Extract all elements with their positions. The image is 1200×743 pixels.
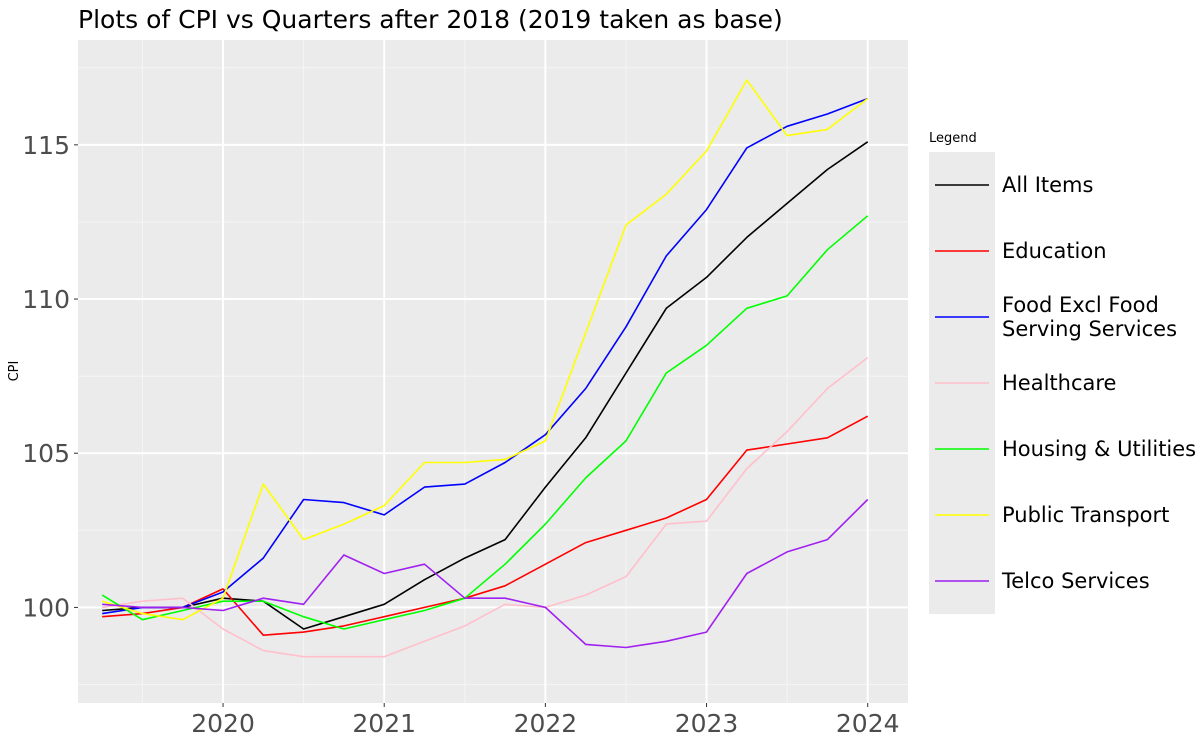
y-axis-ticks: 100 105 110 115 [22, 131, 78, 622]
legend-label: Education [1002, 239, 1107, 263]
y-axis-label: CPI [7, 361, 22, 382]
x-tick-label: 2020 [191, 709, 255, 738]
y-tick-label: 115 [22, 131, 70, 160]
series-line-3 [102, 356, 869, 658]
minor-gridlines [78, 40, 908, 703]
legend-label: All Items [1002, 173, 1093, 197]
legend-label: Public Transport [1002, 503, 1169, 527]
y-tick-label: 100 [22, 593, 70, 622]
legend-title: Legend [929, 131, 977, 146]
y-tick-label: 105 [22, 439, 70, 468]
series-lines [101, 79, 869, 658]
series-line-6 [102, 498, 869, 649]
series-line-2 [102, 97, 868, 615]
series-line-1 [102, 415, 869, 637]
x-tick-label: 2022 [514, 709, 578, 738]
x-axis-ticks: 2020 2021 2022 2023 2024 [191, 703, 900, 738]
chart-title: Plots of CPI vs Quarters after 2018 (201… [78, 5, 783, 34]
legend-label: Telco Services [1001, 569, 1150, 593]
series-line-0 [102, 141, 869, 630]
x-tick-label: 2021 [352, 709, 416, 738]
y-tick-label: 110 [22, 285, 70, 314]
x-tick-label: 2024 [836, 709, 900, 738]
series-line-5 [101, 79, 869, 621]
x-tick-label: 2023 [675, 709, 739, 738]
legend-label: Housing & Utilities [1002, 437, 1196, 461]
legend: Legend All Items Education Food Excl Food S… [929, 131, 1196, 614]
legend-label: Food Excl Food Serving Services [1002, 293, 1177, 341]
legend-items: All Items Education Food Excl Food Serving … [935, 173, 1196, 593]
series-line-4 [101, 215, 869, 630]
legend-label: Healthcare [1002, 371, 1116, 395]
